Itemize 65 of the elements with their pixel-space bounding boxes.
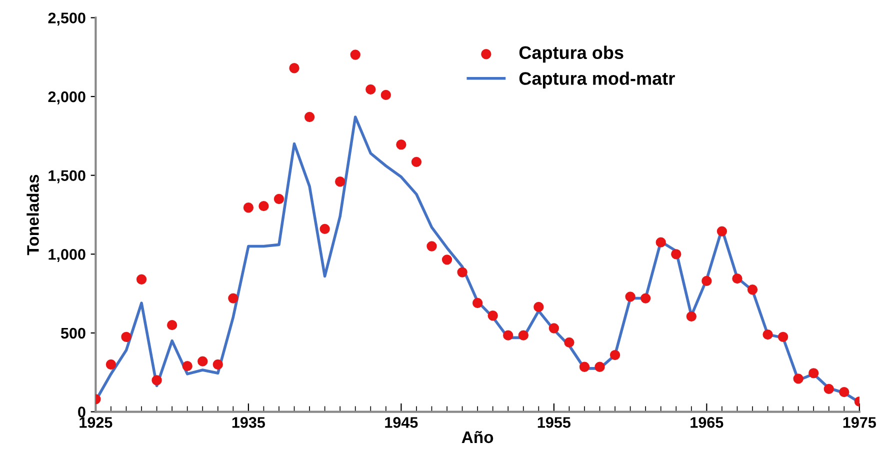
point	[839, 386, 850, 398]
point	[106, 359, 116, 370]
x-tick-label: 1965	[690, 417, 724, 428]
x-tick-label: 1935	[232, 417, 266, 428]
point	[518, 330, 528, 340]
point	[716, 226, 728, 236]
point	[610, 350, 620, 360]
point	[396, 140, 406, 150]
point	[426, 241, 437, 252]
point	[411, 156, 422, 168]
point	[380, 90, 391, 100]
point	[488, 310, 498, 321]
point	[212, 359, 223, 370]
legend-label: Captura obs	[519, 46, 624, 63]
x-tick-label: 1925	[80, 417, 112, 428]
x-axis-title: Año	[462, 430, 494, 444]
point	[671, 249, 682, 260]
point	[503, 330, 514, 340]
point	[274, 194, 284, 204]
x-tick-label: 1945	[385, 417, 418, 428]
point	[121, 332, 132, 342]
point	[243, 202, 254, 213]
x-tick-label: 1975	[843, 417, 876, 428]
point	[686, 311, 696, 322]
point	[579, 362, 590, 372]
y-axis-title: Toneladas	[26, 174, 39, 256]
y-tick-label: 1,500	[48, 170, 86, 184]
point	[457, 267, 468, 278]
point	[762, 329, 773, 340]
point	[334, 176, 346, 187]
point	[442, 254, 452, 265]
point	[824, 384, 834, 394]
y-tick-label: 1,000	[48, 249, 86, 262]
y-tick-label: 0	[78, 406, 86, 418]
point	[808, 368, 819, 378]
point	[594, 362, 605, 372]
point	[320, 224, 330, 234]
point	[228, 293, 238, 304]
point	[732, 273, 742, 284]
point	[656, 237, 666, 248]
point	[289, 63, 300, 74]
y-tick-label: 2,000	[48, 91, 86, 104]
point	[564, 337, 574, 348]
point	[793, 374, 804, 384]
point	[152, 375, 162, 386]
point	[640, 293, 651, 304]
y-tick-label: 500	[60, 328, 86, 339]
point	[366, 84, 376, 95]
point	[166, 320, 178, 330]
point	[182, 360, 192, 372]
point	[548, 323, 560, 334]
point	[534, 302, 544, 312]
point	[472, 298, 483, 308]
point	[350, 50, 360, 60]
point	[625, 292, 636, 302]
x-tick-label: 1955	[538, 417, 570, 428]
point	[304, 112, 315, 122]
point	[198, 356, 208, 366]
y-tick-label: 2,500	[48, 12, 86, 26]
point	[136, 274, 147, 284]
point	[702, 276, 712, 286]
point	[747, 284, 758, 295]
point	[778, 332, 788, 342]
point	[258, 200, 269, 212]
legend-label: Captura mod-matr	[519, 72, 675, 88]
